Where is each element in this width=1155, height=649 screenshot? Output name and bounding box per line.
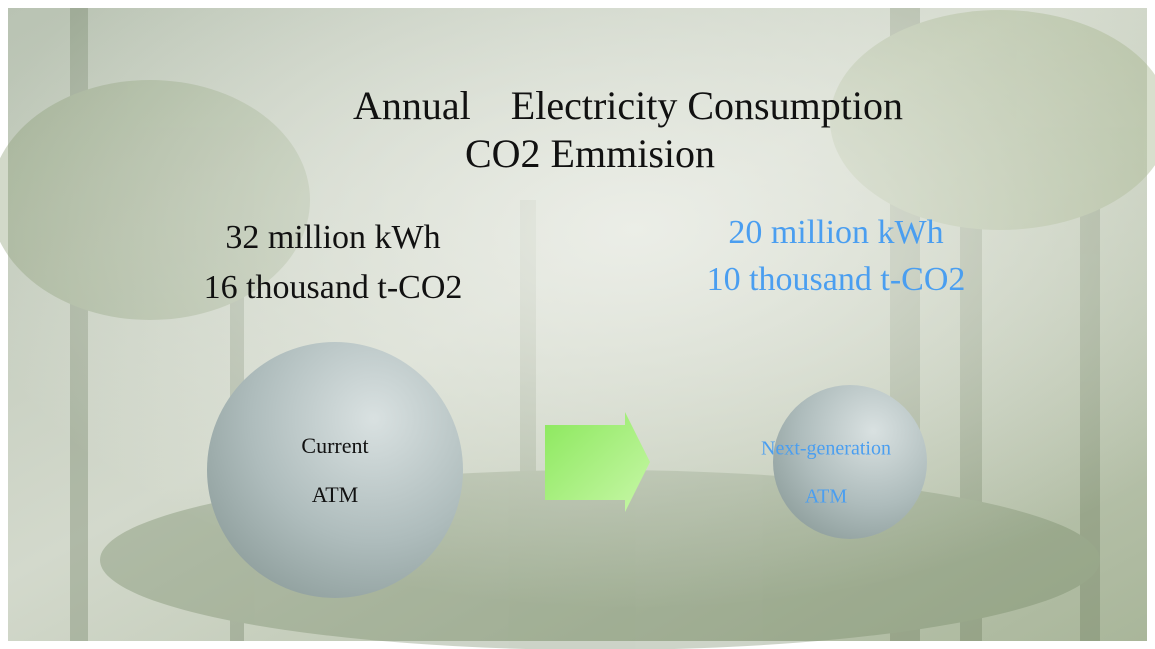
slide: Annual Electricity Consumption CO2 Emmis… [0,0,1155,649]
current-label: Current [301,433,368,458]
next-energy: 20 million kWh [728,214,943,251]
current-circle [207,342,463,598]
current-emission: 16 thousand t-CO2 [204,269,463,306]
page: Annual Electricity Consumption CO2 Emmis… [0,0,1155,649]
next-emission: 10 thousand t-CO2 [707,261,966,298]
next-label: ATM [805,486,847,508]
current-energy: 32 million kWh [225,219,440,256]
title-line: Annual Electricity Consumption [353,83,903,128]
next-circle [773,385,927,539]
current-label: ATM [312,482,358,507]
title-line: CO2 Emmision [465,131,715,176]
next-label: Next-generation [761,438,891,460]
